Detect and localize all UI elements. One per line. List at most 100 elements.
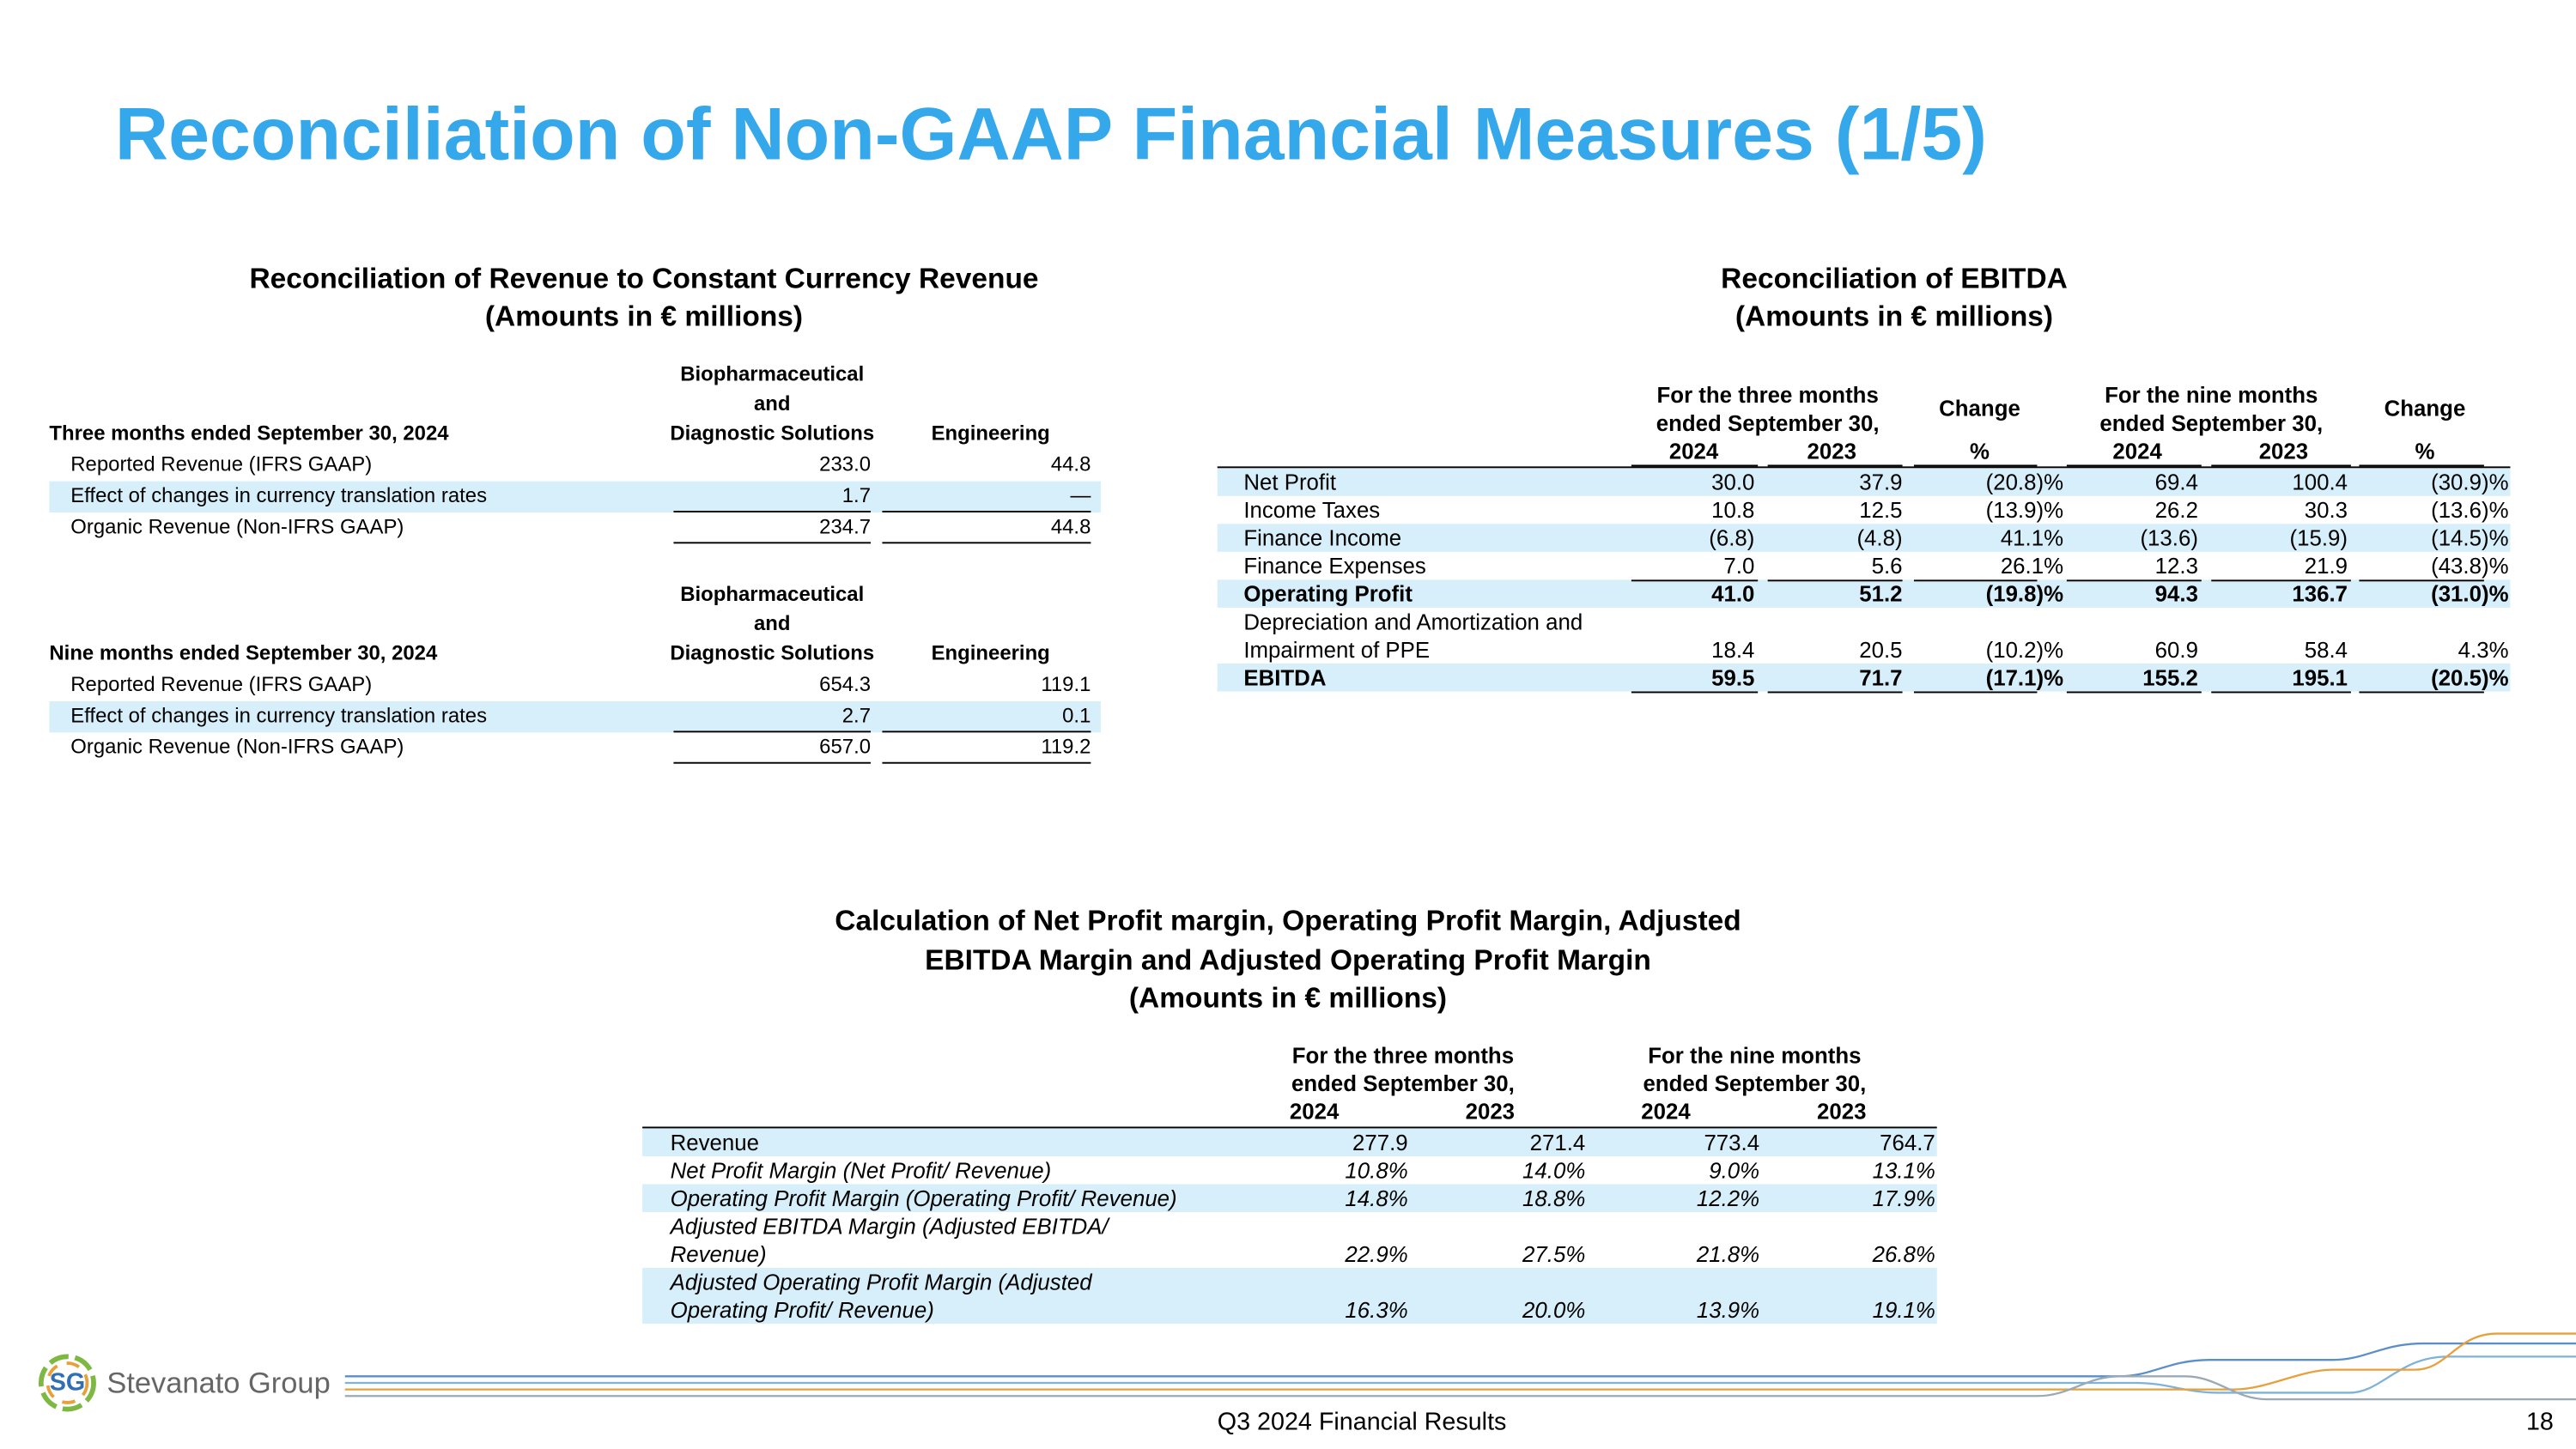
- row-label: Revenue): [670, 1240, 767, 1266]
- row-label: Effect of changes in currency translatio…: [70, 704, 488, 728]
- column-header: 2024: [1641, 1099, 1691, 1125]
- logo-ring: [46, 1361, 89, 1404]
- rule: [1767, 464, 1903, 467]
- page-number: 18: [2525, 1408, 2554, 1437]
- value: 5.6: [1871, 553, 1903, 578]
- value: 26.2: [2154, 497, 2198, 522]
- column-header: 2023: [1817, 1099, 1867, 1125]
- row-label: Finance Expenses: [1243, 553, 1426, 578]
- value: 277.9: [1352, 1129, 1408, 1155]
- value: (13.9)%: [1985, 497, 2064, 522]
- column-header: 2024: [1289, 1099, 1340, 1125]
- column-header: For the nine months: [2105, 383, 2318, 408]
- rule: [673, 542, 872, 544]
- column-header: For the nine months: [1648, 1043, 1862, 1069]
- column-header: Engineering: [931, 421, 1050, 446]
- rule: [1913, 690, 2038, 693]
- value: 21.9: [2304, 553, 2348, 578]
- rule: [673, 731, 872, 733]
- value: 20.5: [1859, 636, 1903, 662]
- logo-text: Stevanato Group: [106, 1366, 331, 1400]
- value: 14.8%: [1345, 1185, 1408, 1210]
- rule: [2211, 690, 2351, 693]
- value: 94.3: [2154, 580, 2198, 606]
- value: 44.8: [1050, 452, 1091, 476]
- rule: [673, 511, 872, 512]
- value: 18.4: [1711, 636, 1755, 662]
- value: (14.5)%: [2431, 524, 2509, 550]
- column-header: For the three months: [1291, 1043, 1515, 1069]
- value: 9.0%: [1709, 1157, 1760, 1183]
- row-shading: [1217, 524, 2511, 552]
- rule: [1631, 464, 1759, 467]
- value: 30.0: [1711, 469, 1755, 494]
- rule: [2211, 464, 2351, 467]
- rule: [1631, 579, 1759, 581]
- row-shading: [49, 700, 1101, 732]
- rule: [2066, 464, 2202, 467]
- column-header: 2023: [1807, 439, 1857, 464]
- value: 654.3: [819, 672, 872, 696]
- slide-title: Reconciliation of Non-GAAP Financial Mea…: [114, 92, 1987, 176]
- column-header: ended September 30,: [1291, 1070, 1515, 1096]
- value: (15.9): [2289, 524, 2348, 550]
- section-title: Reconciliation of Revenue to Constant Cu…: [249, 261, 1039, 294]
- value: 44.8: [1050, 515, 1091, 539]
- value: 37.9: [1859, 469, 1903, 494]
- column-header: %: [2415, 439, 2435, 464]
- logo-mark: SG: [49, 1368, 86, 1397]
- rule: [2066, 579, 2202, 581]
- column-header: Biopharmaceutical: [680, 362, 865, 386]
- value: (17.1)%: [1985, 664, 2064, 690]
- value: 18.8%: [1522, 1185, 1586, 1210]
- value: (20.8)%: [1985, 469, 2064, 494]
- row-shading: [642, 1128, 1937, 1156]
- value: 19.1%: [1872, 1297, 1935, 1322]
- row-label: Income Taxes: [1243, 497, 1381, 522]
- rule: [1767, 579, 1903, 581]
- row-shading: [1217, 468, 2511, 496]
- column-header: For the three months: [1656, 383, 1879, 408]
- value: 41.1%: [2000, 524, 2064, 550]
- section-title: (Amounts in € millions): [1128, 980, 1448, 1014]
- value: (20.5)%: [2431, 664, 2509, 690]
- value: 27.5%: [1522, 1240, 1586, 1266]
- value: 21.8%: [1696, 1240, 1760, 1266]
- rule: [1913, 464, 2038, 467]
- value: 100.4: [2292, 469, 2348, 494]
- section-title: Reconciliation of EBITDA: [1721, 261, 2068, 294]
- rule: [882, 761, 1091, 764]
- column-header: and: [753, 391, 791, 415]
- section-title: (Amounts in € millions): [1735, 299, 2054, 332]
- value: (13.6)%: [2431, 497, 2509, 522]
- rule: [2066, 690, 2202, 693]
- column-header: Diagnostic Solutions: [670, 421, 875, 446]
- value: 13.9%: [1696, 1297, 1760, 1322]
- value: 764.7: [1880, 1129, 1935, 1155]
- row-label: Operating Profit Margin (Operating Profi…: [670, 1185, 1177, 1210]
- value: 13.1%: [1872, 1157, 1935, 1183]
- value: 136.7: [2292, 580, 2348, 606]
- column-header: 2024: [2112, 439, 2162, 464]
- value: 195.1: [2292, 664, 2348, 690]
- column-header: ended September 30,: [2099, 410, 2324, 436]
- rule: [882, 731, 1091, 733]
- column-header: 2023: [1465, 1099, 1516, 1125]
- value: 26.8%: [1872, 1240, 1935, 1266]
- value: 119.2: [1041, 735, 1091, 759]
- value: 71.7: [1859, 664, 1903, 690]
- row-label: Depreciation and Amortization and: [1243, 609, 1583, 634]
- value: (30.9)%: [2431, 469, 2509, 494]
- value: (13.6): [2140, 524, 2198, 550]
- column-header: 2024: [1668, 439, 1719, 464]
- value: 51.2: [1859, 580, 1903, 606]
- value: 271.4: [1529, 1129, 1586, 1155]
- section-title: Calculation of Net Profit margin, Operat…: [835, 903, 1741, 937]
- rule: [882, 511, 1091, 512]
- row-label: Net Profit Margin (Net Profit/ Revenue): [670, 1157, 1052, 1183]
- rule: [2359, 464, 2484, 467]
- value: (10.2)%: [1985, 636, 2064, 662]
- value: 30.3: [2304, 497, 2348, 522]
- section-title: EBITDA Margin and Adjusted Operating Pro…: [925, 942, 1651, 976]
